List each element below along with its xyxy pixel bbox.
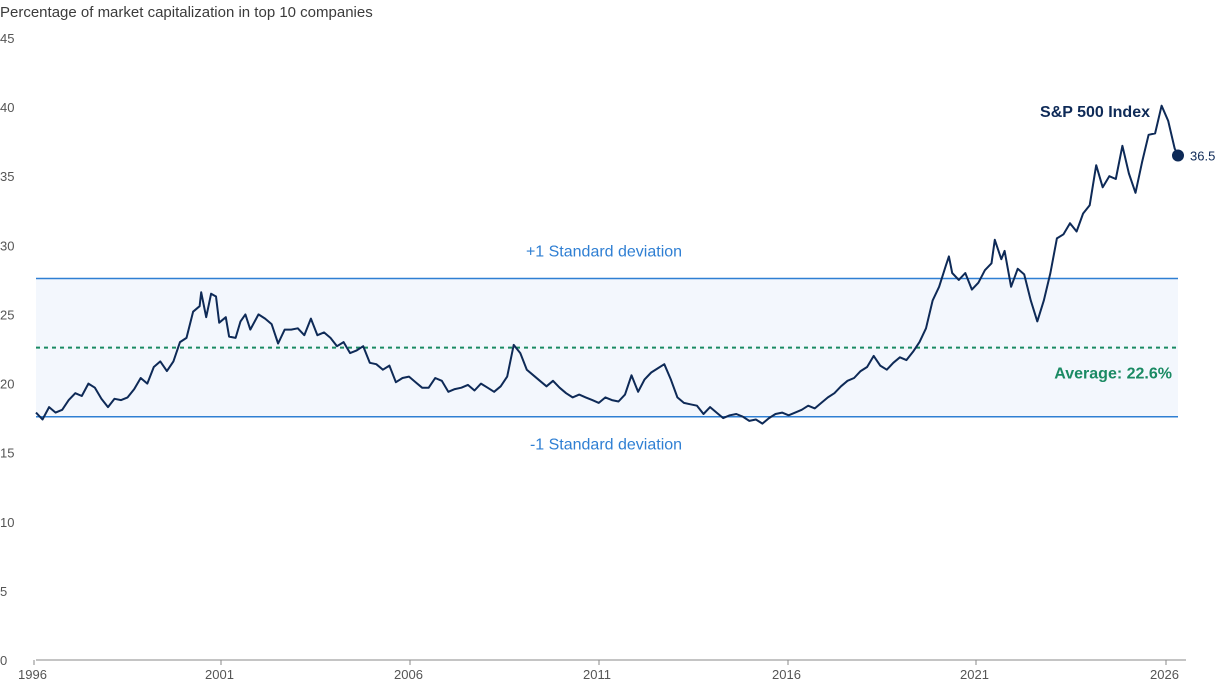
sp500-series-line — [35, 104, 1179, 425]
y-tick-label: 30 — [0, 238, 14, 253]
y-axis-title: Percentage of market capitalization in t… — [0, 4, 373, 21]
x-tick-label: 2006 — [394, 667, 423, 680]
y-tick-label: 40 — [0, 100, 14, 115]
annotation-layer: +1 Standard deviation -1 Standard deviati… — [526, 104, 1215, 454]
std-dev-band — [36, 277, 1178, 418]
x-tick-label: 2026 — [1150, 667, 1179, 680]
y-axis: 0 5 10 15 20 25 30 35 40 45 — [0, 31, 14, 668]
x-tick-label: 1996 — [18, 667, 47, 680]
y-tick-label: 20 — [0, 377, 14, 392]
x-tick-label: 2011 — [583, 667, 611, 680]
y-tick-label: 25 — [0, 307, 14, 322]
y-tick-label: 45 — [0, 31, 14, 46]
series-layer — [35, 104, 1184, 425]
x-tick-label: 2001 — [205, 667, 234, 680]
x-tick-label: 2016 — [772, 667, 801, 680]
x-axis: 1996 2001 2006 2011 2016 2021 2026 — [18, 659, 1186, 680]
y-tick-label: 35 — [0, 169, 14, 184]
end-value-label: 36.5 — [1190, 148, 1215, 163]
upper-std-label: +1 Standard deviation — [526, 244, 682, 261]
y-tick-label: 15 — [0, 446, 14, 461]
lower-std-label: -1 Standard deviation — [530, 437, 682, 454]
series-label: S&P 500 Index — [1040, 104, 1150, 121]
x-tick-label: 2021 — [960, 667, 989, 680]
y-tick-label: 0 — [0, 653, 7, 668]
sp500-end-point — [1172, 149, 1184, 162]
y-tick-label: 5 — [0, 584, 7, 599]
y-tick-label: 10 — [0, 515, 14, 530]
average-label: Average: 22.6% — [1054, 366, 1172, 383]
